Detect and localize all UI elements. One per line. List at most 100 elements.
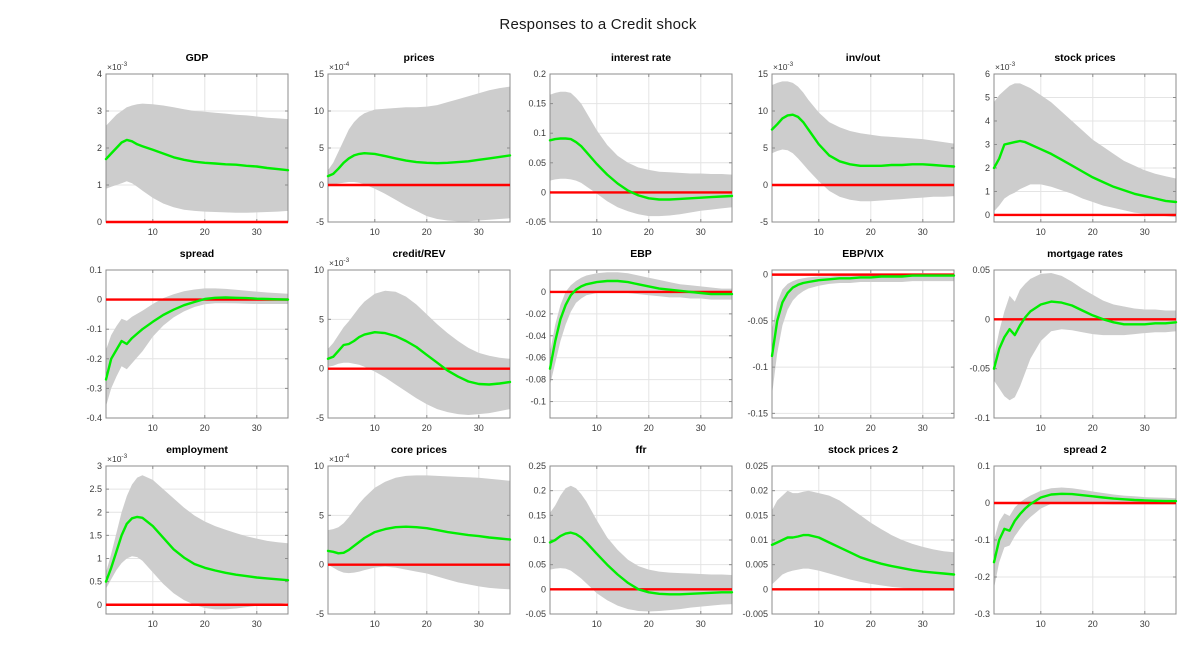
scale-exponent: ×10-4 [329,453,350,464]
x-tick-label: 10 [1036,619,1046,629]
y-tick-label: 0 [541,187,546,197]
y-tick-label: -0.1 [974,413,990,423]
y-tick-label: 0.02 [750,486,768,496]
x-tick-label: 20 [1088,227,1098,237]
y-tick-label: -0.02 [525,309,546,319]
y-tick-label: 0 [319,364,324,374]
y-tick-label: 1 [97,554,102,564]
y-tick-label: -0.05 [525,217,546,227]
y-tick-label: 0.2 [533,69,546,79]
median-response-line [770,274,956,358]
x-tick-label: 10 [148,423,158,433]
axes-box [771,269,955,419]
x-tick-label: 30 [918,227,928,237]
y-tick-label: -0.005 [742,609,768,619]
mortgage-rates-plot: 10 20 30 -0.1 -0.05 0 0.05 mortgage rates [969,248,1178,433]
subplot-title: prices [404,52,435,64]
subplot-title: EBP/VIX [842,248,883,260]
x-tick-label: 20 [866,423,876,433]
y-tick-label: -0.06 [525,353,546,363]
subplot-title: mortgage rates [1047,248,1123,260]
x-tick-label: 10 [592,619,602,629]
y-tick-label: 0 [97,600,102,610]
x-tick-label: 20 [422,619,432,629]
core-prices-plot: 10 20 30 -5 0 5 10 ×10-4 core prices [314,444,512,629]
scale-exponent: ×10-3 [995,61,1016,72]
prices-plot: 10 20 30 -5 0 5 10 15 ×10-4 prices [314,52,512,237]
y-tick-label: 0.1 [89,265,102,275]
y-tick-label: 3 [985,139,990,149]
y-tick-label: 10 [314,106,324,116]
x-tick-label: 20 [644,227,654,237]
y-tick-label: 15 [314,69,324,79]
confidence-band [328,475,510,590]
y-tick-label: 2 [97,143,102,153]
y-tick-label: 0.01 [750,535,768,545]
median-response-line [326,331,512,386]
x-tick-label: 20 [866,227,876,237]
stock-prices-plot: 10 20 30 0 1 2 3 4 5 6 ×10-3 stock prices [985,52,1178,237]
y-tick-label: 0.5 [89,577,102,587]
y-tick-label: -0.15 [747,408,768,418]
x-tick-label: 30 [474,227,484,237]
subplot-title: spread [180,248,214,260]
x-tick-label: 10 [814,227,824,237]
y-tick-label: -0.04 [525,331,546,341]
x-tick-label: 30 [1140,227,1150,237]
scale-exponent: ×10-3 [329,257,350,268]
x-tick-label: 10 [370,227,380,237]
scale-exponent: ×10-3 [107,453,128,464]
confidence-band [328,86,510,222]
x-tick-label: 10 [592,423,602,433]
subplot-prices: 10 20 30 -5 0 5 10 15 ×10-4 prices [294,48,516,244]
median-response-line [104,138,290,172]
confidence-band [550,485,732,612]
median-response-line [992,492,1178,564]
axes-box [105,465,289,615]
x-tick-label: 20 [644,423,654,433]
y-tick-label: -5 [760,217,768,227]
confidence-band [328,290,510,415]
x-tick-label: 30 [474,423,484,433]
y-tick-label: 0.05 [528,158,546,168]
median-response-line [326,152,512,178]
figure-title: Responses to a Credit shock [499,16,697,33]
axes-box [993,269,1177,419]
y-tick-label: 5 [763,143,768,153]
subplot-inv-out: 10 20 30 -5 0 5 10 15 ×10-3 inv/out [738,48,960,244]
confidence-band [772,81,954,202]
y-tick-label: 0 [97,217,102,227]
x-tick-label: 30 [696,423,706,433]
y-tick-label: 0.1 [533,535,546,545]
y-tick-label: 0.25 [528,461,546,471]
subplot-stock-prices: 10 20 30 0 1 2 3 4 5 6 ×10-3 stock prices [960,48,1182,244]
x-tick-label: 10 [148,619,158,629]
y-tick-label: 10 [314,461,324,471]
y-tick-label: 0.005 [745,560,768,570]
subplot-spread-2: 10 20 30 -0.3 -0.2 -0.1 0 0.1 spread 2 [960,440,1182,636]
y-tick-label: 3 [97,461,102,471]
median-response-line [770,113,956,168]
median-response-line [548,531,734,596]
x-tick-label: 20 [200,619,210,629]
subplot-title: ffr [635,444,646,456]
x-tick-label: 10 [1036,227,1046,237]
x-tick-label: 20 [866,619,876,629]
x-tick-label: 30 [1140,423,1150,433]
x-tick-label: 10 [592,227,602,237]
confidence-band [994,83,1176,218]
y-tick-label: -0.4 [86,413,102,423]
subplot-title: interest rate [611,52,671,64]
ffr-plot: 10 20 30 -0.05 0 0.05 0.1 0.15 0.2 0.25 ffr [525,444,734,629]
y-tick-label: -0.1 [752,362,768,372]
subplot-stock-prices-2: 10 20 30 -0.005 0 0.005 0.01 0.015 0.02 0.025 stoc… [738,440,960,636]
subplot-title: core prices [391,444,447,456]
y-tick-label: 0 [541,287,546,297]
subplot-ebp-vix: 10 20 30 -0.15 -0.1 -0.05 0 EBP/VIX [738,244,960,440]
employment-plot: 10 20 30 0 0.5 1 1.5 2 2.5 3 ×10-3 employment [89,444,290,629]
y-tick-label: 0 [985,498,990,508]
subplot-employment: 10 20 30 0 0.5 1 1.5 2 2.5 3 ×10-3 employment [72,440,294,636]
y-tick-label: -0.05 [969,364,990,374]
x-tick-label: 10 [1036,423,1046,433]
